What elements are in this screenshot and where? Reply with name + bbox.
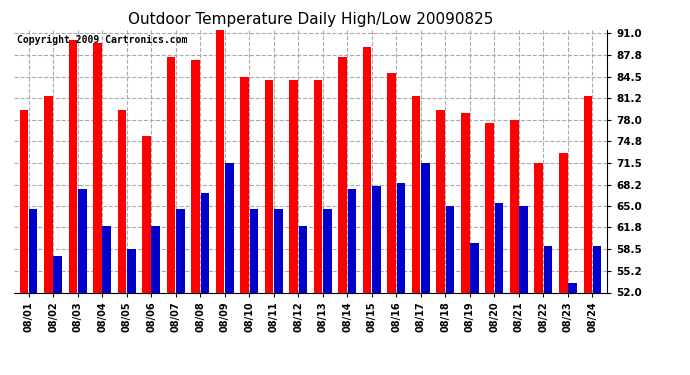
Bar bbox=[216, 30, 224, 375]
Bar bbox=[265, 80, 273, 375]
Bar bbox=[338, 57, 347, 375]
Bar bbox=[471, 243, 479, 375]
Bar bbox=[544, 246, 553, 375]
Bar bbox=[117, 110, 126, 375]
Bar bbox=[225, 163, 234, 375]
Bar bbox=[348, 189, 356, 375]
Bar bbox=[19, 110, 28, 375]
Bar bbox=[363, 46, 371, 375]
Bar bbox=[569, 282, 577, 375]
Bar bbox=[167, 57, 175, 375]
Bar bbox=[584, 96, 592, 375]
Bar bbox=[53, 256, 62, 375]
Bar bbox=[372, 186, 381, 375]
Bar bbox=[486, 123, 494, 375]
Bar bbox=[289, 80, 298, 375]
Bar bbox=[299, 226, 307, 375]
Bar bbox=[240, 76, 249, 375]
Bar bbox=[495, 203, 504, 375]
Bar bbox=[142, 136, 150, 375]
Bar bbox=[250, 209, 258, 375]
Bar bbox=[510, 120, 519, 375]
Bar bbox=[274, 209, 283, 375]
Bar bbox=[68, 40, 77, 375]
Bar bbox=[535, 163, 543, 375]
Bar bbox=[176, 209, 185, 375]
Bar bbox=[44, 96, 52, 375]
Bar bbox=[191, 60, 200, 375]
Bar bbox=[520, 206, 528, 375]
Bar bbox=[78, 189, 86, 375]
Bar bbox=[152, 226, 160, 375]
Bar bbox=[323, 209, 332, 375]
Bar bbox=[201, 193, 209, 375]
Bar bbox=[593, 246, 602, 375]
Bar bbox=[436, 110, 445, 375]
Text: Copyright 2009 Cartronics.com: Copyright 2009 Cartronics.com bbox=[17, 35, 187, 45]
Title: Outdoor Temperature Daily High/Low 20090825: Outdoor Temperature Daily High/Low 20090… bbox=[128, 12, 493, 27]
Bar bbox=[93, 43, 101, 375]
Bar bbox=[29, 209, 37, 375]
Bar bbox=[412, 96, 420, 375]
Bar bbox=[446, 206, 454, 375]
Bar bbox=[387, 73, 396, 375]
Bar bbox=[127, 249, 135, 375]
Bar bbox=[397, 183, 405, 375]
Bar bbox=[559, 153, 568, 375]
Bar bbox=[421, 163, 430, 375]
Bar bbox=[461, 113, 469, 375]
Bar bbox=[314, 80, 322, 375]
Bar bbox=[102, 226, 111, 375]
